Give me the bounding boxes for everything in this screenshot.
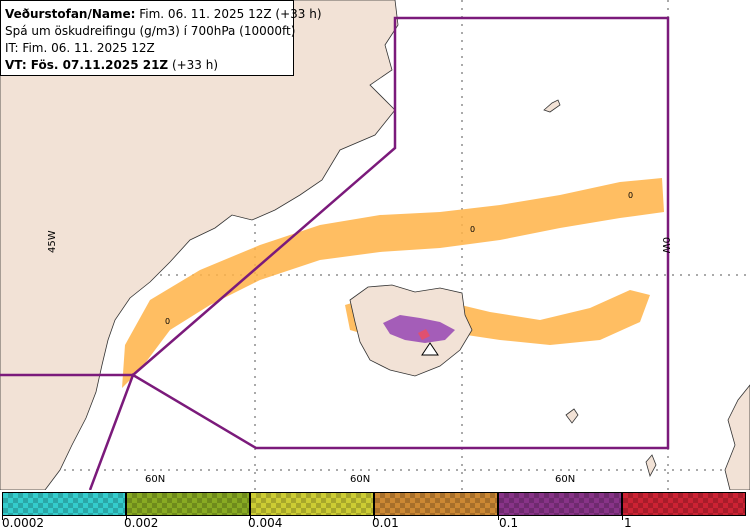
lat-label-c: 60N bbox=[555, 474, 575, 485]
legend-swatch-2 bbox=[250, 492, 374, 516]
info-line-4-bold: VT: Fös. 07.11.2025 21Z bbox=[5, 58, 169, 72]
ash-forecast-map: 45W 0W 60N 60N 60N 0 0 0 bbox=[0, 0, 750, 490]
info-line-3: IT: Fim. 06. 11. 2025 12Z bbox=[5, 41, 155, 55]
legend-tick-mark-2 bbox=[250, 516, 251, 520]
jan-mayen-island bbox=[543, 99, 561, 113]
legend-swatch-5 bbox=[622, 492, 746, 516]
shetland-islands bbox=[645, 454, 657, 478]
faroe-islands bbox=[565, 408, 579, 424]
contour-label-c: 0 bbox=[628, 191, 633, 200]
legend-tick-mark-3 bbox=[374, 516, 375, 520]
legend-tick-mark-4 bbox=[498, 516, 499, 520]
info-line-4-rest: (+33 h) bbox=[168, 58, 219, 72]
contour-label-a: 0 bbox=[165, 317, 170, 326]
legend-swatch-4 bbox=[498, 492, 622, 516]
info-line-2: Spá um öskudreifingu (g/m3) í 700hPa (10… bbox=[5, 24, 296, 38]
norway-coast bbox=[724, 384, 750, 490]
forecast-info-box: Veðurstofan/Name: Fim. 06. 11. 2025 12Z … bbox=[0, 0, 322, 76]
lon-label-0w: 0W bbox=[660, 237, 671, 253]
legend-tick-4: 0.1 bbox=[499, 516, 519, 530]
info-line-1-bold: Veðurstofan/Name: bbox=[5, 7, 136, 21]
ash-peak-concentration bbox=[418, 329, 430, 340]
legend-swatch-3 bbox=[374, 492, 498, 516]
info-line-4: VT: Fös. 07.11.2025 21Z (+33 h) bbox=[5, 57, 293, 74]
contour-label-b: 0 bbox=[470, 225, 475, 234]
legend-tick-mark-0 bbox=[2, 516, 3, 520]
legend-tick-3: 0.01 bbox=[372, 516, 399, 530]
lon-label-45w: 45W bbox=[47, 230, 58, 253]
greenland-landmass bbox=[0, 0, 399, 490]
legend-swatch-1 bbox=[126, 492, 250, 516]
info-line-1: Veðurstofan/Name: Fim. 06. 11. 2025 12Z … bbox=[5, 6, 322, 23]
concentration-legend: 0.0002 0.002 0.004 0.01 0.1 1 bbox=[0, 490, 750, 532]
legend-swatch-0 bbox=[2, 492, 126, 516]
legend-tick-1: 0.002 bbox=[124, 516, 159, 530]
lat-label-b: 60N bbox=[350, 474, 370, 485]
ash-high-concentration bbox=[383, 315, 455, 343]
info-line-1-rest: Fim. 06. 11. 2025 12Z (+33 h) bbox=[135, 7, 322, 21]
legend-tick-0: 0.0002 bbox=[2, 516, 44, 530]
fir-boundary bbox=[0, 16, 670, 490]
legend-tick-mark-5 bbox=[622, 516, 623, 520]
legend-tick-mark-1 bbox=[126, 516, 127, 520]
legend-tick-2: 0.004 bbox=[248, 516, 283, 530]
ash-plume-north bbox=[122, 178, 664, 388]
volcano-icon bbox=[421, 342, 439, 356]
legend-tick-5: 1 bbox=[624, 516, 632, 530]
lat-label-a: 60N bbox=[145, 474, 165, 485]
